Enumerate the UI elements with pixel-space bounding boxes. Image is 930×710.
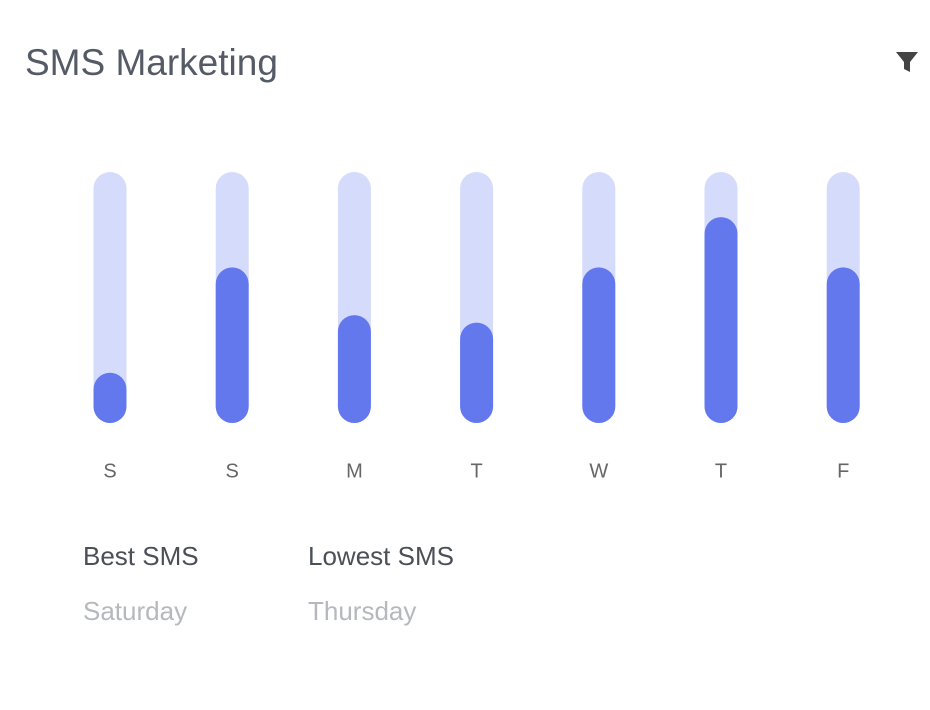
card-title: SMS Marketing (25, 42, 278, 83)
bar (826, 267, 860, 423)
summary-label: Best SMS (83, 541, 199, 571)
x-tick-label: S (103, 460, 116, 482)
bar-track (93, 172, 127, 423)
filter-icon[interactable] (896, 52, 918, 72)
bar (93, 372, 127, 423)
x-tick-label: W (589, 460, 608, 482)
x-tick-label: T (715, 460, 727, 482)
filter-shape[interactable] (896, 52, 918, 72)
summary: Best SMS Saturday Lowest SMS Thursday (83, 541, 454, 626)
summary-value: Thursday (308, 596, 416, 626)
summary-value: Saturday (83, 596, 187, 626)
bar (582, 267, 616, 423)
summary-label: Lowest SMS (308, 541, 454, 571)
x-tick-label: F (837, 460, 849, 482)
x-tick-label: S (226, 460, 239, 482)
x-tick-label: M (346, 460, 363, 482)
bar (460, 322, 494, 423)
x-tick-label: T (470, 460, 482, 482)
bar (704, 217, 738, 423)
bar (337, 315, 371, 423)
bar (215, 267, 249, 423)
